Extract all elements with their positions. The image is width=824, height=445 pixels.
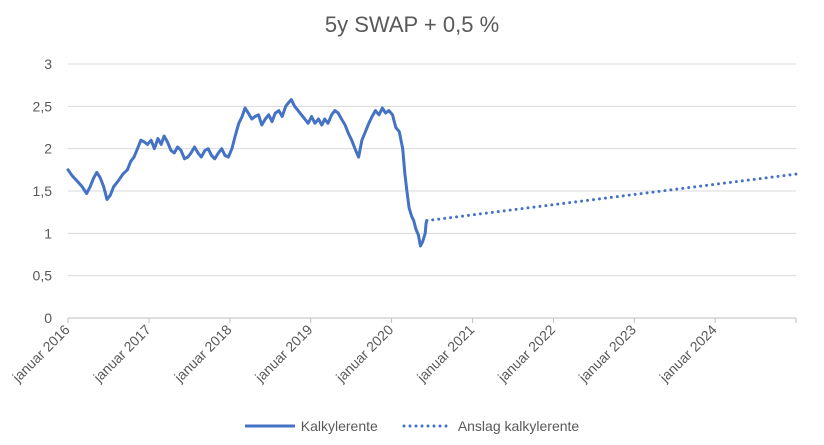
x-tick-label: januar 2022 (494, 321, 558, 385)
x-tick-label: januar 2016 (8, 321, 72, 385)
series-line-anslag-kalkylerente (425, 172, 798, 223)
x-tick-labels: januar 2016 januar 2017 januar 2018 januar … (8, 321, 720, 385)
y-tick-label: 3 (44, 56, 52, 72)
x-tick-label: januar 2023 (575, 321, 639, 385)
y-tick-label: 0,5 (33, 268, 53, 284)
chart-title: 5y SWAP + 0,5 % (324, 12, 500, 37)
y-tick-label: 2 (44, 141, 52, 157)
legend: Kalkylerente Anslag kalkylerente (0, 418, 824, 434)
y-tick-label: 1 (44, 225, 52, 241)
legend-label-anslag: Anslag kalkylerente (457, 418, 580, 434)
y-tick-label: 1,5 (33, 183, 53, 199)
legend-swatch-solid (244, 424, 295, 428)
x-tick-label: januar 2018 (170, 321, 234, 385)
legend-label-kalkylerente: Kalkylerente (300, 418, 378, 434)
series-line-kalkylerente (66, 98, 429, 248)
grid-lines (68, 63, 796, 319)
y-tick-label: 2,5 (33, 98, 53, 114)
x-tick-label: januar 2017 (89, 321, 153, 385)
legend-item-kalkylerente: Kalkylerente (244, 418, 378, 434)
series-lines (66, 98, 798, 248)
x-tick-label: januar 2021 (413, 321, 477, 385)
x-tick-label: januar 2019 (251, 321, 315, 385)
legend-swatch-dotted (402, 424, 452, 428)
x-tick-marks (67, 318, 797, 323)
y-tick-labels: 0 0,5 1 1,5 2 2,5 3 (33, 56, 53, 326)
y-tick-label: 0 (44, 310, 52, 326)
legend-item-anslag: Anslag kalkylerente (402, 418, 579, 434)
x-tick-label: januar 2020 (332, 321, 396, 385)
x-tick-label: januar 2024 (656, 321, 720, 385)
